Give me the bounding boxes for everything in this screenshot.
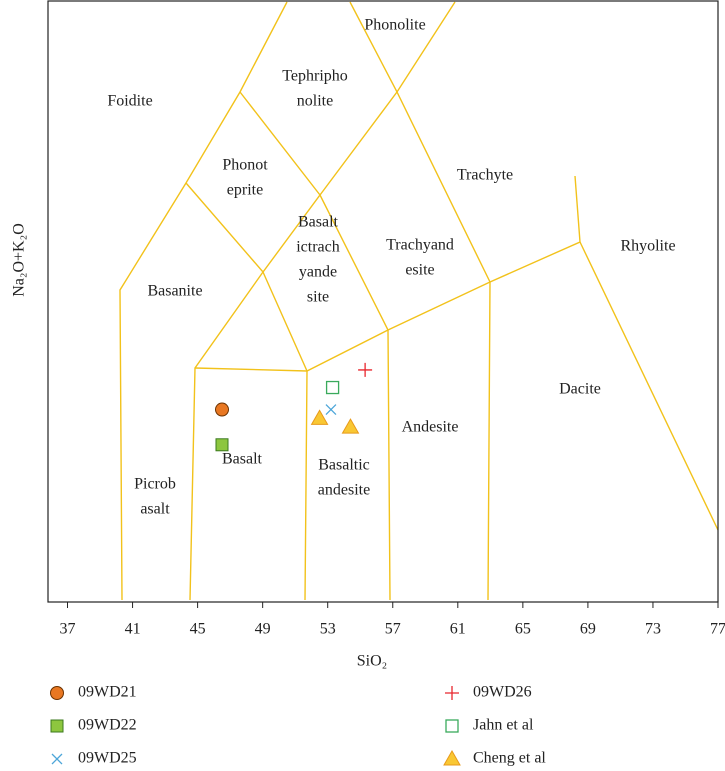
field-label: Basaltic <box>318 457 370 474</box>
field-label: Tephripho <box>282 68 348 85</box>
legend-label: 09WD21 <box>78 684 137 701</box>
field-label: Phonolite <box>364 17 425 34</box>
data-point <box>325 380 340 395</box>
field-label: nolite <box>297 93 333 110</box>
legend-label: 09WD26 <box>473 684 532 701</box>
field-label: Dacite <box>559 381 601 398</box>
data-point <box>325 404 337 416</box>
data-point <box>215 438 229 452</box>
data-point <box>310 409 329 425</box>
legend-marker <box>445 719 459 733</box>
field-label: eprite <box>227 182 263 199</box>
legend-label: 09WD22 <box>78 717 137 734</box>
x-tick-label: 45 <box>190 621 206 638</box>
legend-marker <box>445 686 459 700</box>
field-label: yande <box>299 264 337 281</box>
field-label: Rhyolite <box>620 238 675 255</box>
y-axis-label: Na₂O+K₂O <box>11 223 28 297</box>
data-point <box>358 362 373 377</box>
field-label: ictrach <box>296 239 340 256</box>
field-label: Basalt <box>222 451 263 468</box>
data-point <box>341 418 360 434</box>
legend-marker <box>51 753 63 765</box>
legend-marker <box>50 686 64 700</box>
field-label: Trachyand <box>386 237 454 254</box>
field-boundaries <box>119 1 719 601</box>
field-label: esite <box>405 262 434 279</box>
data-point <box>215 402 230 417</box>
x-tick-label: 77 <box>710 621 725 638</box>
field-label: Basanite <box>147 283 202 300</box>
field-label: andesite <box>318 482 370 499</box>
x-tick-label: 53 <box>320 621 336 638</box>
field-label: Trachyte <box>457 167 513 184</box>
x-tick-label: 65 <box>515 621 531 638</box>
legend-label: Cheng et al <box>473 750 546 767</box>
legend-label: 09WD25 <box>78 750 137 767</box>
x-tick-label: 69 <box>580 621 596 638</box>
legend-marker <box>443 749 461 766</box>
field-label: Andesite <box>402 419 459 436</box>
x-tick-label: 41 <box>125 621 141 638</box>
x-tick-label: 57 <box>385 621 401 638</box>
x-tick-label: 73 <box>645 621 661 638</box>
field-label: asalt <box>140 501 170 518</box>
field-label: Foidite <box>107 93 152 110</box>
x-axis-label: SiO₂ <box>357 653 387 670</box>
plot-frame <box>47 0 719 603</box>
field-label: Basalt <box>298 214 339 231</box>
legend-marker <box>50 719 64 733</box>
field-label: Phonot <box>222 157 268 174</box>
field-label: site <box>307 289 329 306</box>
x-tick-label: 37 <box>60 621 76 638</box>
x-tick-label: 61 <box>450 621 466 638</box>
legend-label: Jahn et al <box>473 717 534 734</box>
field-label: Picrob <box>134 476 176 493</box>
x-tick-label: 49 <box>255 621 271 638</box>
